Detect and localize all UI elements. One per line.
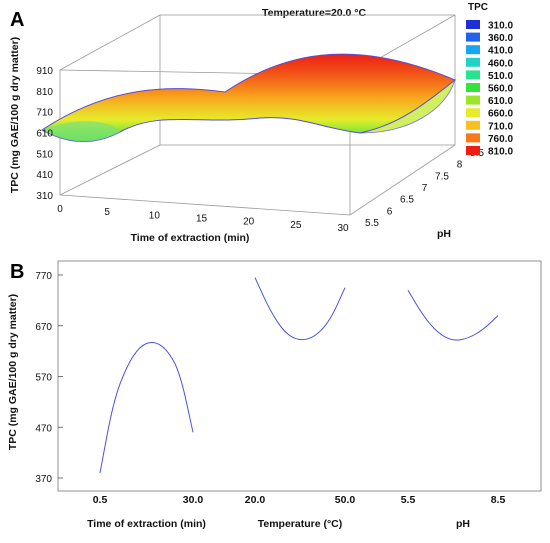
panel-b-y-axis-label: TPC (mg GAE/100 g dry matter) — [7, 294, 19, 450]
legend-title: TPC — [468, 2, 488, 13]
legend-label: 810.0 — [488, 147, 513, 158]
panel-b-y-tick-label: 370 — [35, 474, 52, 485]
panel-a-title: Temperature=20.0 °C — [262, 7, 367, 19]
panel-b-low-label: 20.0 — [245, 494, 266, 506]
legend-label: 360.0 — [488, 33, 513, 44]
z-tick-labels: 310 410 510 610 710 810 910 — [36, 66, 53, 202]
x-tick-label: 25 — [290, 220, 302, 231]
surface-front-lobe — [42, 121, 120, 142]
panel-b-y-tick-label: 570 — [35, 373, 52, 384]
ph-tick-label: 6.5 — [400, 195, 414, 206]
ph-tick-label: 5.5 — [365, 218, 379, 229]
panel-b-high-label: 8.5 — [491, 494, 506, 506]
panel-b-letter: B — [10, 261, 24, 283]
x-tick-label: 5 — [104, 207, 110, 218]
panel-b-y-ticks: 370 470 570 670 770 — [35, 271, 63, 485]
legend-swatch — [466, 70, 480, 80]
x-tick-labels: 0 5 10 15 20 25 30 — [57, 204, 349, 234]
panel-b-series-line — [99, 342, 194, 474]
legend-label: 410.0 — [488, 46, 513, 57]
ph-tick-label: 6 — [387, 206, 393, 217]
panel-b-y-tick-label: 670 — [35, 322, 52, 333]
panel-b-factor-label: Temperature (°C) — [258, 518, 343, 530]
legend-swatch — [466, 108, 480, 118]
panel-b-x-labels: 0.5 30.0 Time of extraction (min) 20.0 50.0 T… — [87, 494, 505, 530]
panel-a-letter: A — [10, 9, 24, 31]
legend-label: 660.0 — [488, 109, 513, 120]
legend-label: 560.0 — [488, 84, 513, 95]
x-tick-label: 20 — [243, 217, 255, 228]
panel-b-factor-label: Time of extraction (min) — [87, 518, 206, 530]
panel-b-plot-frame — [57, 260, 542, 492]
panel-b-series — [99, 277, 499, 474]
legend-swatch — [466, 45, 480, 55]
panel-b-high-label: 30.0 — [183, 494, 204, 506]
legend-label: 610.0 — [488, 96, 513, 107]
panel-a-z-axis-label: TPC (mg GAE/100 g dry matter) — [9, 37, 21, 193]
legend-swatch — [466, 32, 480, 42]
legend-label: 310.0 — [488, 21, 513, 32]
legend-label: 760.0 — [488, 134, 513, 145]
panel-b-low-label: 5.5 — [401, 494, 416, 506]
legend-swatch — [466, 146, 480, 155]
surface-right-lobe — [359, 78, 456, 134]
z-tick-label: 910 — [36, 66, 53, 77]
x-tick-label: 10 — [149, 210, 161, 221]
panel-b-y-tick-label: 770 — [35, 271, 52, 282]
legend-label: 510.0 — [488, 71, 513, 82]
legend-swatch — [466, 120, 480, 130]
legend-swatch — [466, 95, 480, 105]
x-tick-label: 30 — [337, 223, 349, 234]
panel-b-series-line — [254, 277, 346, 341]
z-tick-label: 810 — [36, 87, 53, 98]
panel-b-factor-label: pH — [456, 518, 470, 530]
panel-b-high-label: 50.0 — [335, 494, 356, 506]
z-tick-label: 610 — [36, 129, 53, 140]
panel-b-series-line — [407, 289, 499, 341]
legend-label: 710.0 — [488, 121, 513, 132]
legend-swatch — [466, 83, 480, 92]
ph-tick-labels: 5.566.577.588.5 — [365, 148, 484, 229]
x-tick-label: 15 — [196, 214, 208, 225]
panel-b-y-tick-label: 470 — [35, 423, 52, 434]
z-tick-label: 310 — [36, 191, 53, 202]
panel-a-ph-axis-label: pH — [437, 228, 451, 240]
legend-label: 460.0 — [488, 58, 513, 69]
legend-swatch — [466, 20, 480, 29]
legend-swatch — [466, 133, 480, 143]
z-tick-label: 710 — [36, 108, 53, 119]
ph-tick-label: 8 — [457, 160, 463, 171]
ph-tick-label: 7 — [422, 183, 428, 194]
z-tick-label: 510 — [36, 149, 53, 160]
ph-tick-label: 7.5 — [435, 171, 449, 182]
z-tick-label: 410 — [36, 170, 53, 181]
legend-swatch — [466, 57, 480, 67]
x-tick-label: 0 — [57, 204, 63, 215]
panel-a-x-axis-label: Time of extraction (min) — [131, 232, 250, 244]
panel-b-low-label: 0.5 — [93, 494, 108, 506]
